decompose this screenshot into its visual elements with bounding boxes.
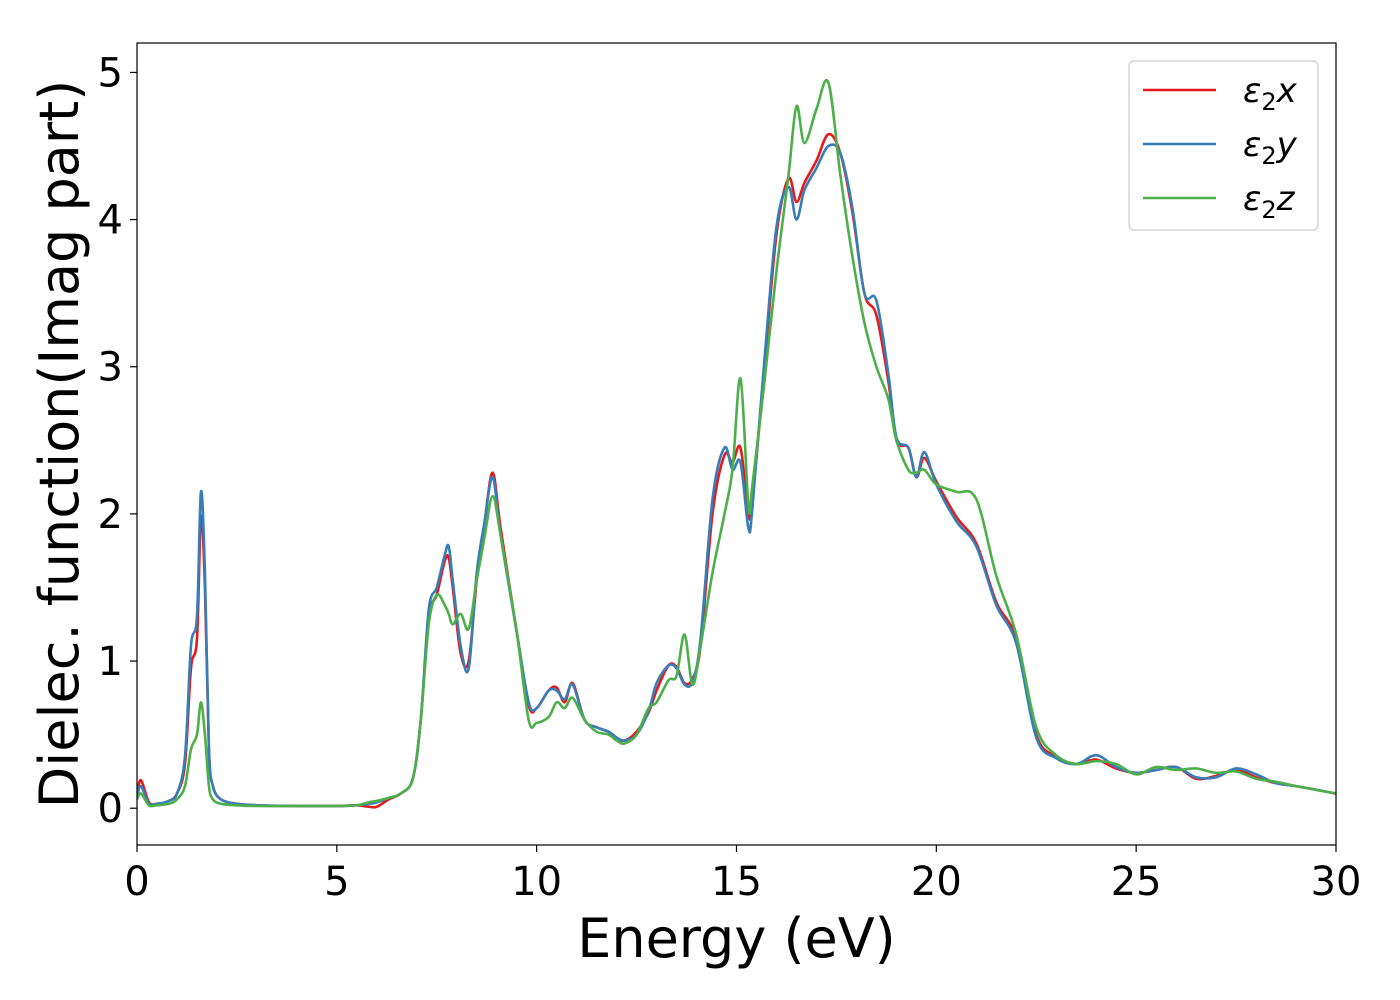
legend-label-subscript: 2 [1261, 88, 1276, 116]
x-tick-label: 20 [911, 859, 962, 905]
y-axis-ticks: 0 1 2 3 4 5 [98, 50, 137, 832]
legend-box [1128, 60, 1319, 231]
series-layer [137, 78, 1336, 809]
x-axis-label: Energy (eV) [577, 907, 896, 970]
series-line-y [137, 143, 1336, 808]
legend-label-variable: x [1276, 71, 1298, 111]
x-tick-label: 10 [511, 859, 562, 905]
legend-label-subscript: 2 [1261, 142, 1276, 170]
legend-entry-x: ε2x [1143, 71, 1298, 116]
x-tick-label: 30 [1311, 859, 1362, 905]
legend-label: ε2x [1243, 71, 1298, 116]
x-tick-label: 0 [124, 859, 149, 905]
y-axis-label: Dielec. function(Imag part) [28, 80, 91, 809]
y-tick-label: 5 [98, 50, 123, 96]
x-tick-label: 25 [1111, 859, 1162, 905]
y-tick-label: 3 [98, 345, 123, 391]
series-line-z [137, 78, 1336, 808]
y-tick-label: 2 [98, 492, 123, 538]
legend-label-base: ε [1243, 125, 1261, 165]
legend-label-base: ε [1243, 71, 1261, 111]
legend-label: ε2z [1243, 179, 1296, 224]
legend-label-variable: z [1276, 179, 1296, 219]
legend-label-variable: y [1276, 125, 1298, 165]
x-axis-ticks: 0 5 10 15 20 25 30 [124, 845, 1361, 905]
legend-label: ε2y [1243, 125, 1298, 170]
y-tick-label: 4 [98, 198, 123, 244]
x-tick-label: 5 [324, 859, 349, 905]
legend-entry-y: ε2y [1143, 125, 1298, 170]
legend-label-subscript: 2 [1261, 196, 1276, 224]
y-tick-label: 0 [98, 786, 123, 832]
x-tick-label: 15 [711, 859, 762, 905]
legend-label-base: ε [1243, 179, 1261, 219]
legend-entry-z: ε2z [1143, 179, 1296, 224]
series-line-x [137, 132, 1336, 809]
y-tick-label: 1 [98, 639, 123, 685]
